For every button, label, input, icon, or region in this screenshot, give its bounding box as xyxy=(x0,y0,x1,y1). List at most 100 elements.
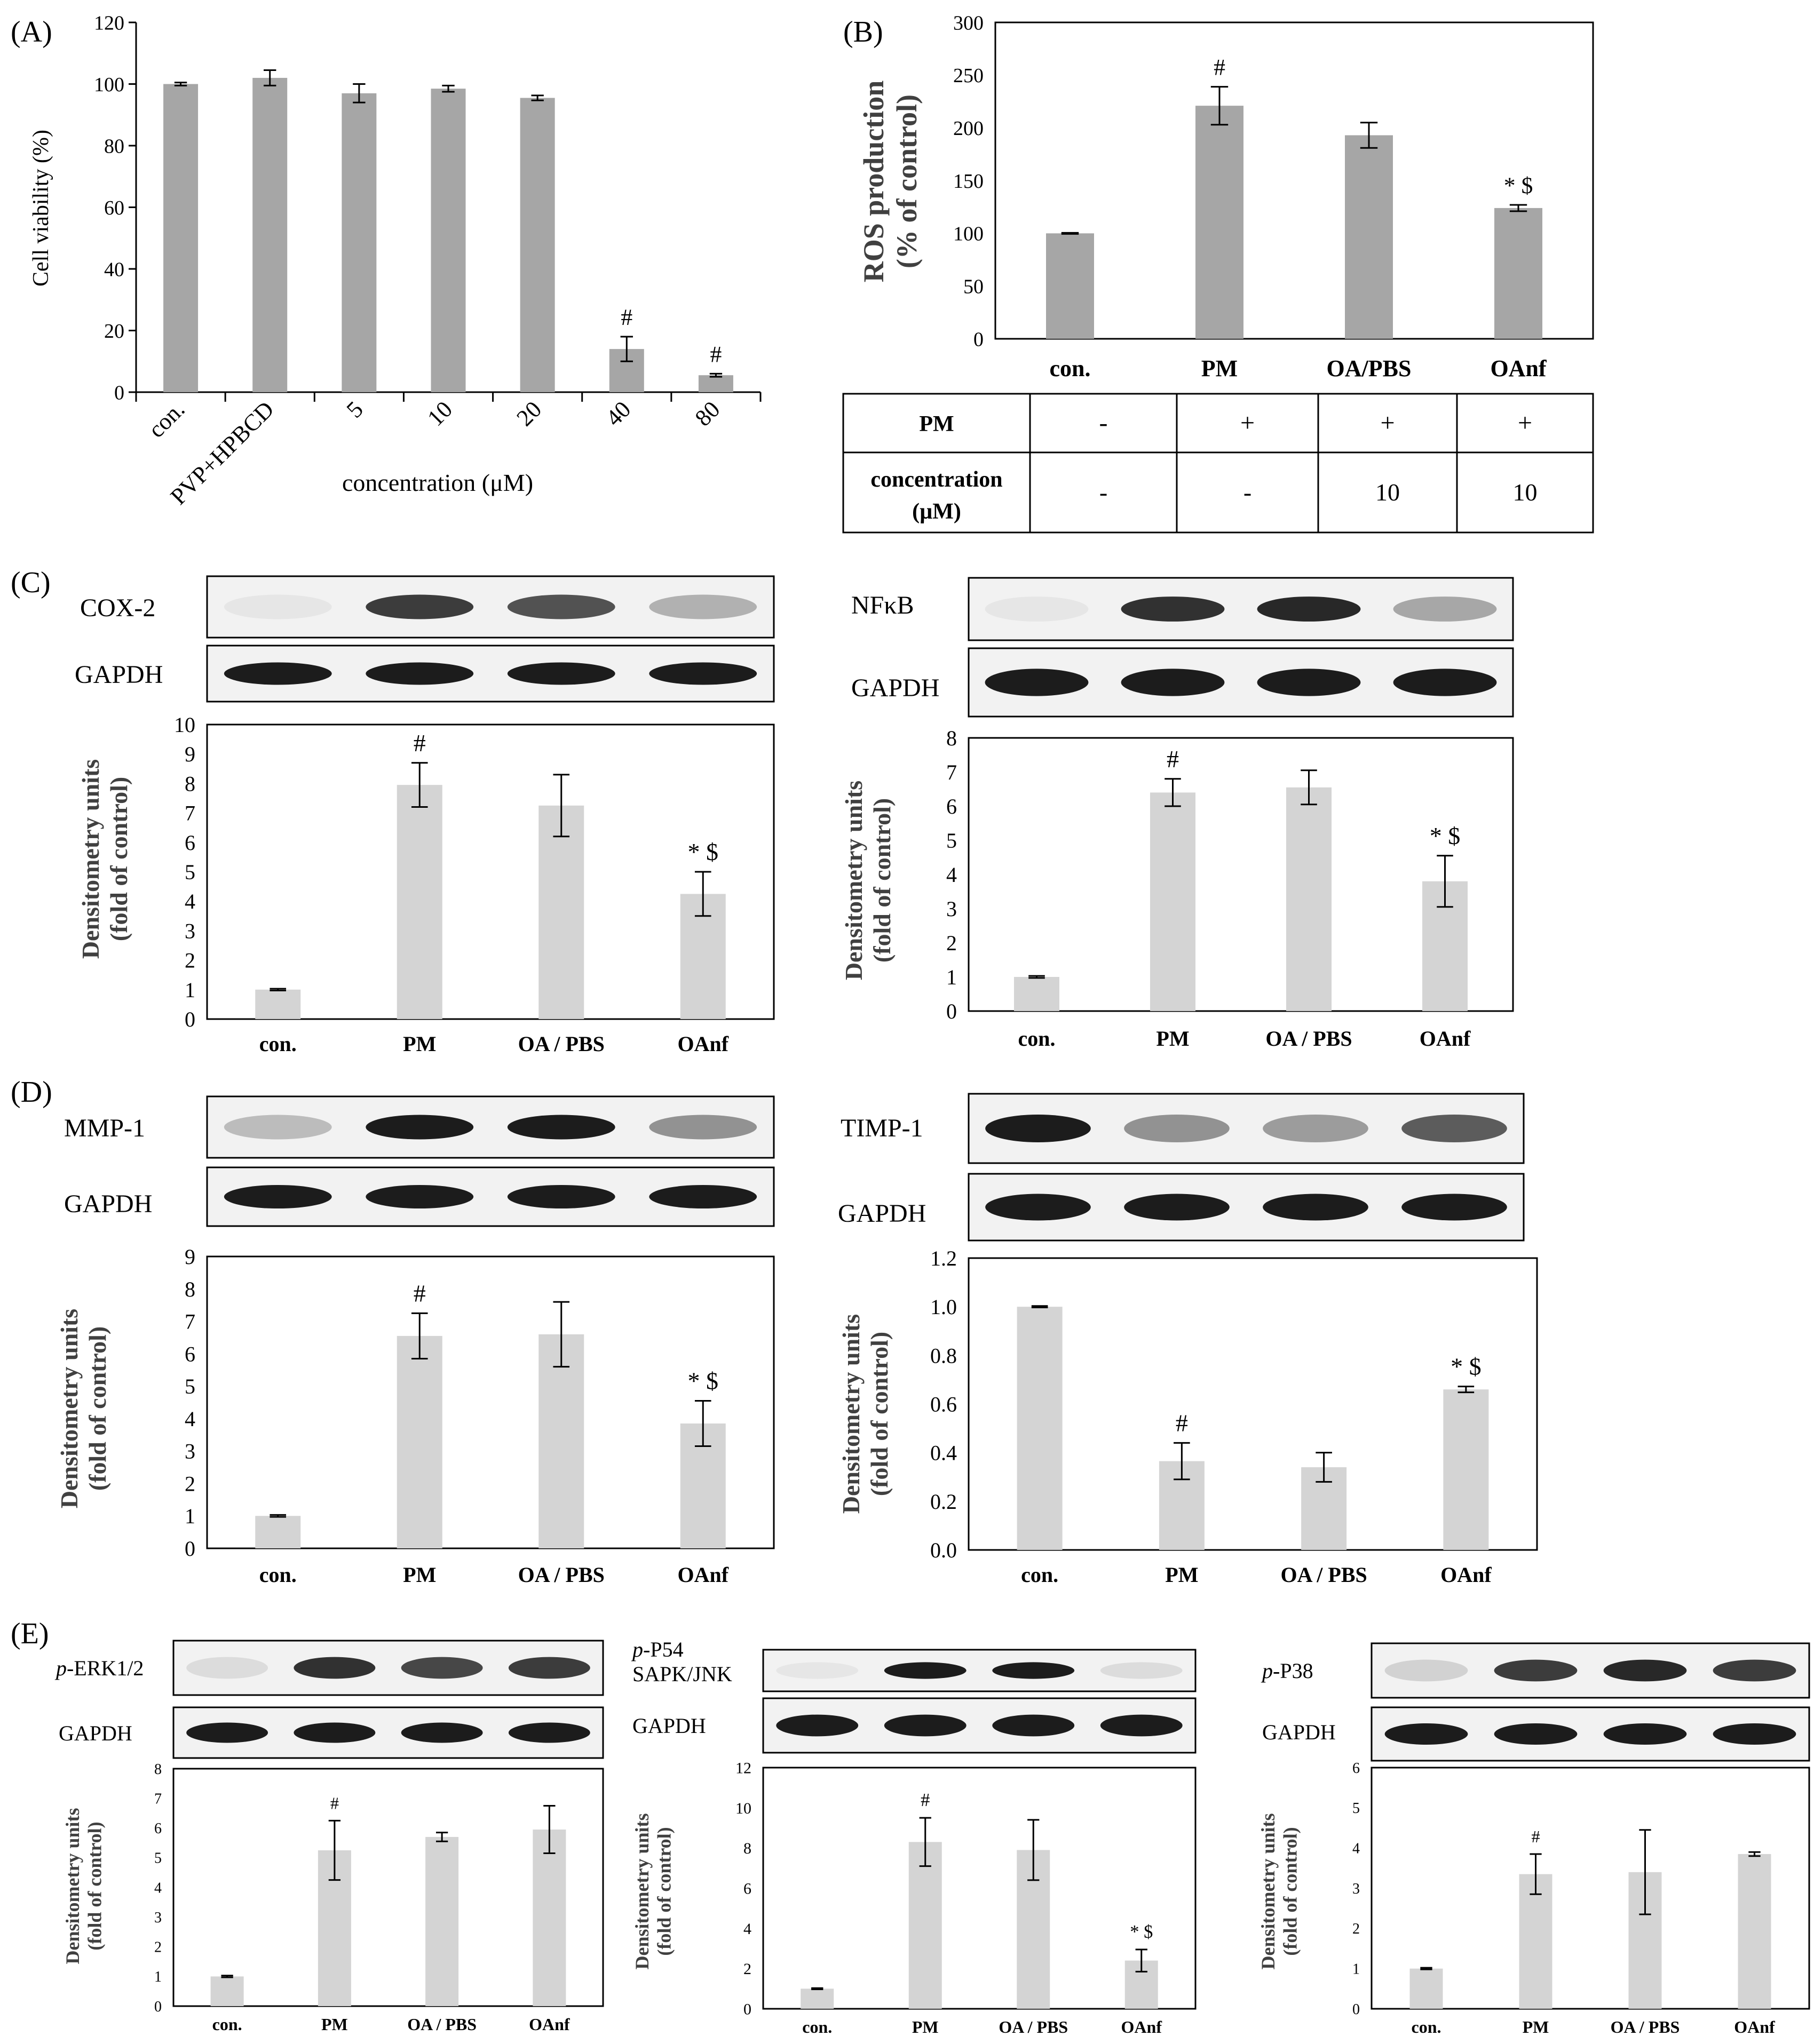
y-tick-label: 0 xyxy=(1352,2001,1360,2018)
bar xyxy=(533,1830,566,2006)
y-tick-label: 8 xyxy=(185,1277,195,1301)
y-tick-label: 60 xyxy=(104,197,124,219)
panel-letter: (E) xyxy=(11,1617,49,1650)
blot-band xyxy=(1401,1115,1507,1142)
blot-label: GAPDH xyxy=(59,1721,132,1745)
y-tick-label: 4 xyxy=(946,863,957,887)
y-axis-title: Densitometry units (fold of control) xyxy=(837,1314,893,1514)
y-tick-label: 7 xyxy=(946,760,957,784)
bar xyxy=(252,77,288,392)
plot-frame xyxy=(206,723,775,1020)
y-tick-label: 7 xyxy=(154,1791,162,1807)
y-tick-label: 0.0 xyxy=(930,1538,957,1562)
x-category-label: con. xyxy=(802,2017,832,2037)
blot-band xyxy=(649,1185,757,1208)
x-category-label: OA / PBS xyxy=(1611,2017,1680,2037)
significance-marker: # xyxy=(414,1279,426,1307)
blot-band xyxy=(776,1662,859,1679)
chart-e-right: 0 1 2 3 4 5 6 Densitometry units (fold of contro… xyxy=(1257,1760,1810,2037)
blot-gapdh: GAPDH xyxy=(851,647,1514,718)
plot-frame xyxy=(994,21,1594,340)
y-tick-label: 5 xyxy=(1352,1800,1360,1817)
plot-frame xyxy=(968,1257,1538,1551)
blot-band xyxy=(1401,1194,1507,1221)
x-category-label: PM xyxy=(912,2017,939,2037)
x-category-label: con. xyxy=(1018,1027,1056,1051)
chart-c-right: 0 1 2 3 4 5 6 7 8 Densitometry units (fold of cont… xyxy=(840,726,1514,1051)
blot-band xyxy=(1393,669,1497,696)
x-category-label: OA/PBS xyxy=(1327,355,1412,381)
blot-mmp-1: MMP-1 xyxy=(64,1095,775,1159)
x-category-label: PM xyxy=(1523,2017,1549,2037)
x-category-label: OA / PBS xyxy=(1280,1563,1367,1587)
blot-band xyxy=(507,1115,615,1140)
bar xyxy=(397,785,442,1019)
x-category-label: con. xyxy=(143,396,189,442)
y-axis-title-line: Densitometry units xyxy=(1257,1814,1279,1970)
blot-band xyxy=(294,1657,376,1679)
x-category-label: PM xyxy=(403,1563,436,1587)
y-tick-label: 0 xyxy=(973,328,984,351)
y-axis-title-line: (fold of control) xyxy=(866,1332,893,1496)
blot-band xyxy=(366,1115,474,1140)
y-tick-label: 0 xyxy=(743,2001,751,2018)
y-tick-label: 6 xyxy=(946,794,957,818)
plot-frame xyxy=(172,1768,604,2007)
y-tick-label: 7 xyxy=(185,1310,195,1334)
y-tick-label: 3 xyxy=(946,897,957,921)
x-category-label: OA / PBS xyxy=(518,1563,605,1587)
y-tick-label: 10 xyxy=(735,1800,751,1817)
y-tick-label: 6 xyxy=(154,1820,162,1837)
bar xyxy=(1409,1968,1443,2009)
y-tick-label: 120 xyxy=(94,12,124,34)
bar xyxy=(255,989,301,1019)
x-category-label: 40 xyxy=(601,396,636,431)
blot-band xyxy=(1384,1723,1468,1745)
y-tick-label: 3 xyxy=(154,1910,162,1926)
bar xyxy=(698,375,733,392)
y-axis-title: Densitometry units (fold of control) xyxy=(77,759,132,959)
blot-band xyxy=(992,1662,1075,1679)
table-cell: - xyxy=(1243,479,1251,506)
y-axis-title-line: Cell viability (%) xyxy=(29,130,53,287)
blot-band xyxy=(884,1662,967,1679)
blot-band xyxy=(507,1185,615,1208)
x-category-label: con. xyxy=(1412,2017,1441,2037)
blot-band xyxy=(508,1657,590,1679)
y-tick-label: 9 xyxy=(185,1245,195,1269)
y-axis-title-line: (fold of control) xyxy=(105,777,132,941)
significance-marker: # xyxy=(621,305,632,330)
blot-band xyxy=(1121,597,1225,622)
y-axis-title-line: ROS production xyxy=(858,81,890,283)
blot-label: GAPDH xyxy=(64,1190,152,1218)
y-tick-label: 12 xyxy=(735,1760,751,1777)
significance-marker: * $ xyxy=(688,838,719,865)
y-tick-label: 1 xyxy=(1352,1961,1360,1977)
y-axis-title: Densitometry units (fold of control) xyxy=(1257,1814,1301,1970)
y-tick-label: 200 xyxy=(953,117,984,140)
blot-label: GAPDH xyxy=(851,674,939,702)
blot-nf-b: NFκB xyxy=(851,577,1514,641)
blot-band xyxy=(366,662,474,685)
x-category-label: OA / PBS xyxy=(1265,1027,1352,1051)
y-tick-label: 0 xyxy=(114,381,124,404)
bar xyxy=(520,98,555,393)
y-axis-title-line: Densitometry units xyxy=(837,1314,865,1514)
blot-band xyxy=(186,1657,268,1679)
y-axis-title-line: Densitometry units xyxy=(631,1814,653,1970)
plot-frame xyxy=(968,737,1514,1012)
blot-frame xyxy=(762,1649,1197,1692)
blot-band xyxy=(649,594,757,619)
x-category-label: 5 xyxy=(342,396,368,423)
y-tick-label: 2 xyxy=(154,1939,162,1956)
blot-frame xyxy=(206,1095,775,1159)
y-tick-label: 8 xyxy=(154,1761,162,1778)
y-axis-title-line: Densitometry units xyxy=(56,1309,83,1508)
bar xyxy=(431,89,466,393)
x-category-label: con. xyxy=(1021,1563,1058,1587)
treatment-table: PM - + + + concentration (µM) - - 10 10 xyxy=(842,393,1594,534)
x-category-label: con. xyxy=(259,1032,297,1056)
blot-cox-2: COX-2 xyxy=(80,575,775,639)
